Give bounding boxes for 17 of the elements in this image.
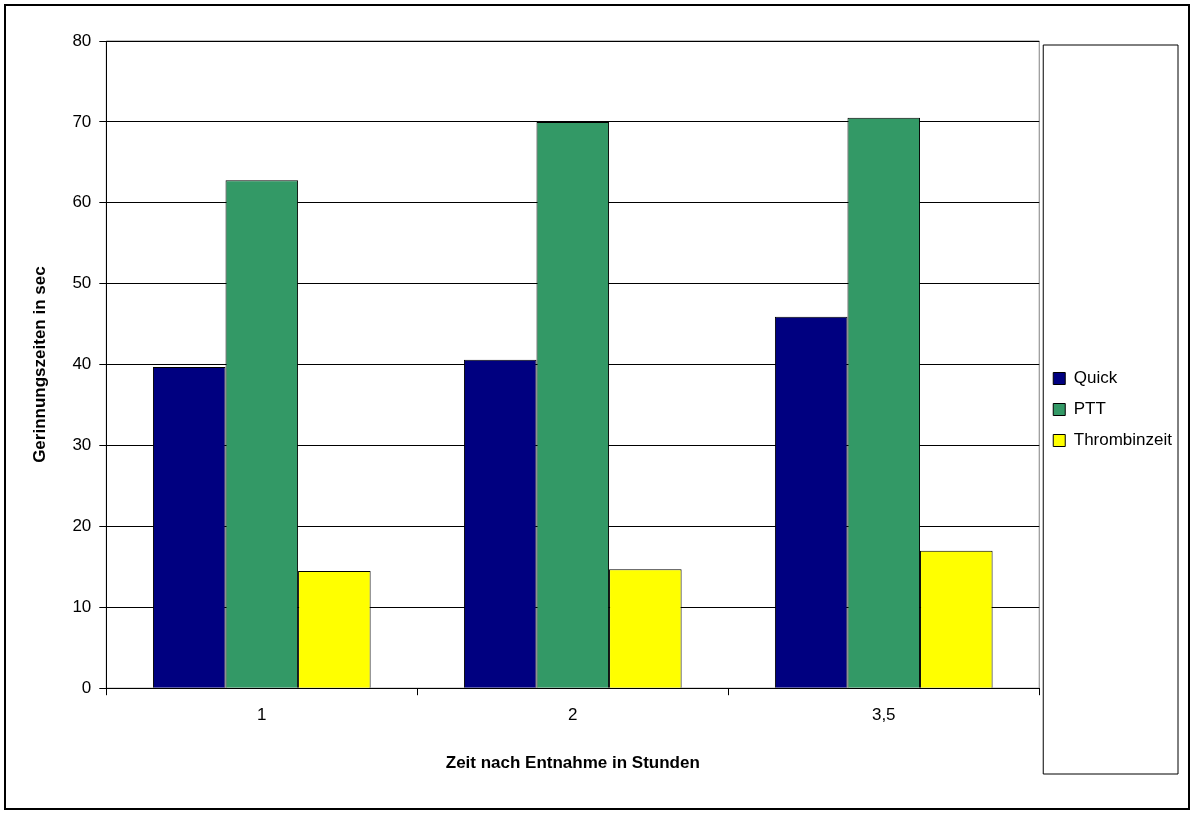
y-axis-title: Gerinnungszeiten in sec xyxy=(29,266,49,463)
y-tick-label: 60 xyxy=(72,192,92,212)
y-tick-label: 20 xyxy=(72,516,92,536)
y-tick-label: 40 xyxy=(72,354,92,374)
legend-label: PTT xyxy=(1073,399,1106,419)
y-tick-label: 0 xyxy=(81,677,92,697)
x-tick-label: 2 xyxy=(568,705,578,725)
legend-label: Quick xyxy=(1073,368,1118,388)
x-tick-label: 3,5 xyxy=(871,705,896,725)
x-axis-title: Zeit nach Entnahme in Stunden xyxy=(445,753,700,773)
y-tick-label: 10 xyxy=(72,596,92,616)
x-tick-label: 1 xyxy=(257,705,267,725)
y-tick-label: 30 xyxy=(72,435,92,455)
y-tick-label: 80 xyxy=(72,30,92,50)
legend-label: Thrombinzeit xyxy=(1073,430,1173,450)
y-tick-label: 70 xyxy=(72,111,92,131)
y-tick-label: 50 xyxy=(72,273,92,293)
